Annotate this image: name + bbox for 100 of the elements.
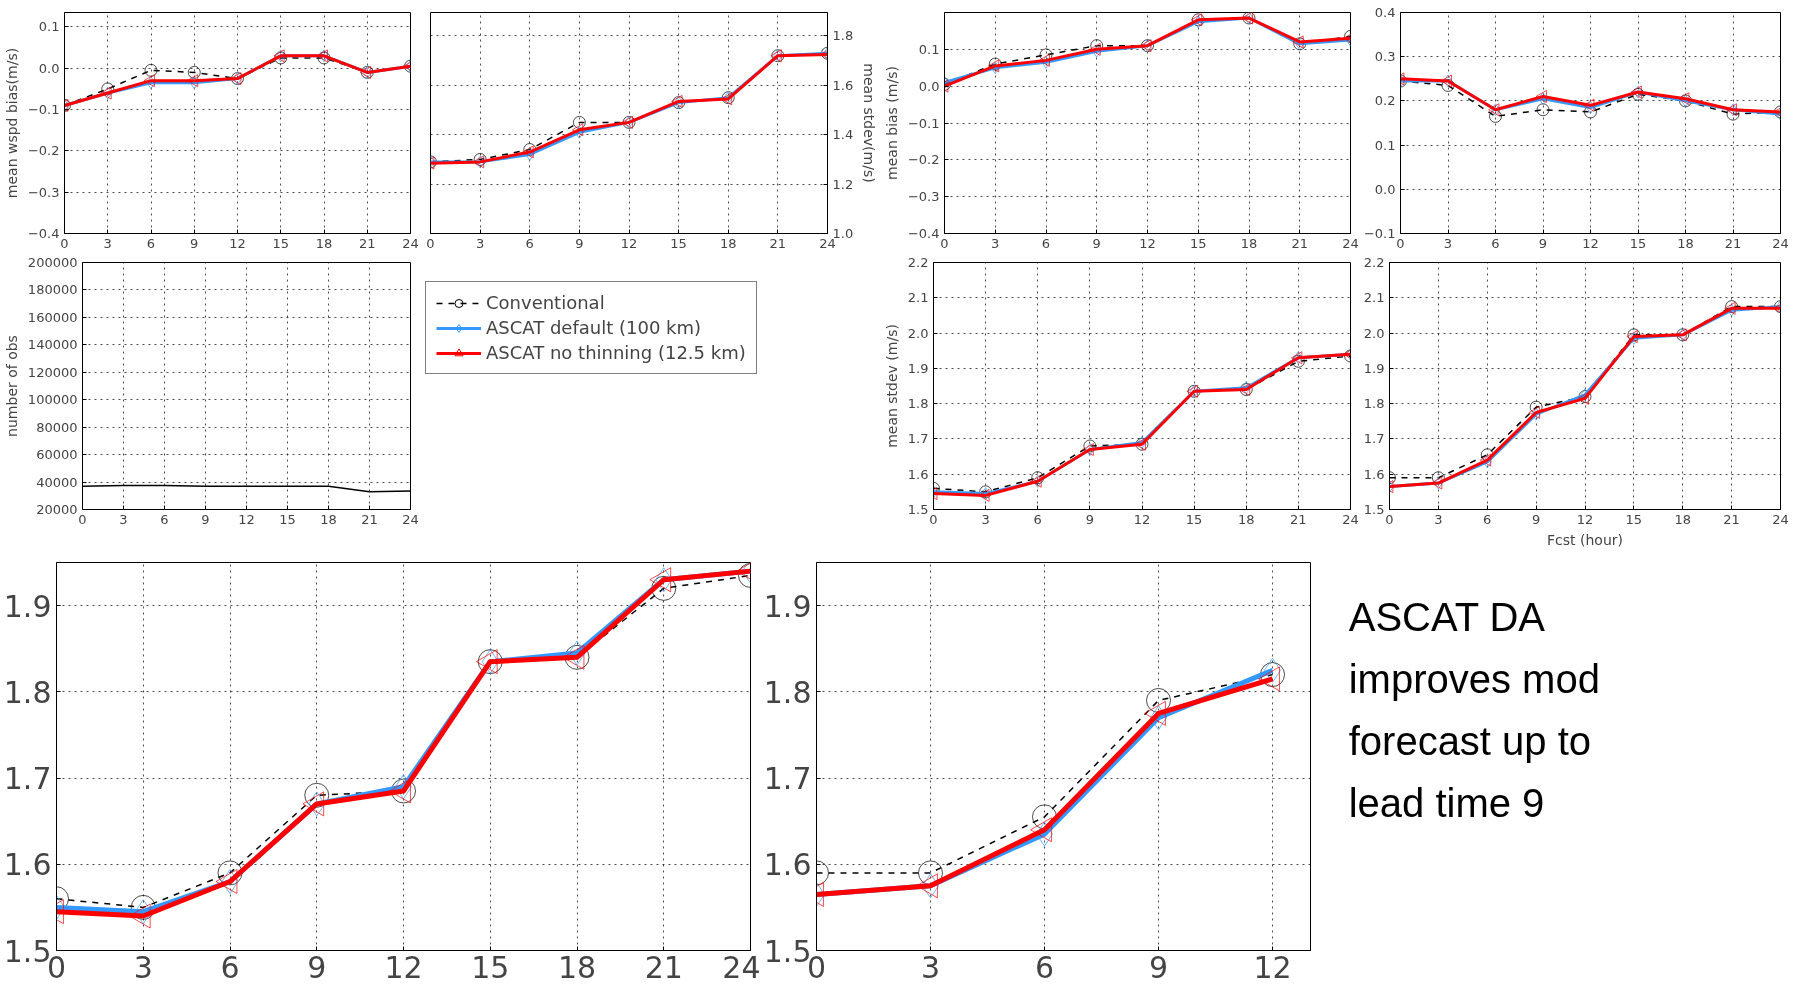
y-tick-label: −0.1 — [907, 115, 940, 131]
y-tick-label: 1.7 — [3, 761, 52, 797]
x-tick-label: 21 — [358, 235, 376, 251]
x-axis-title: Fcst (hour) — [1547, 531, 1623, 548]
y-tick-label: 1.7 — [1363, 431, 1385, 447]
x-tick-label: 21 — [769, 235, 787, 251]
y-tick-label: 1.5 — [1363, 502, 1385, 517]
text: lead time 9 — [1348, 781, 1545, 826]
y-tick-label: 120000 — [27, 364, 78, 380]
y-tick-label: 40000 — [36, 474, 78, 490]
x-tick-label: 24 — [402, 235, 419, 251]
y-axis-title: mean stdev (m/s) — [883, 324, 900, 448]
x-tick-label: 6 — [1034, 949, 1055, 985]
y-tick-label: 60000 — [36, 447, 78, 463]
x-tick-label: 6 — [1041, 235, 1051, 251]
x-tick-label: 24 — [1772, 235, 1789, 251]
x-tick-label: 18 — [1677, 235, 1694, 251]
x-tick-label: 12 — [1133, 511, 1151, 527]
x-tick-label: 3 — [1443, 235, 1453, 251]
y-tick-label: 160000 — [27, 309, 78, 325]
x-tick-label: 3 — [133, 949, 153, 985]
x-tick-label: 15 — [471, 949, 510, 985]
y-tick-label: 20000 — [36, 502, 78, 517]
y-tick-label: 1.8 — [1363, 396, 1385, 412]
y-axis-title: mean bias (m/s) — [883, 66, 900, 180]
y-tick-label: −0.4 — [27, 226, 60, 241]
y-tick-label: 1.8 — [763, 674, 812, 710]
x-tick-label: 3 — [981, 511, 990, 527]
y-tick-label: 1.6 — [1363, 466, 1385, 482]
x-tick-label: 9 — [1538, 235, 1548, 251]
y-tick-label: −0.3 — [907, 189, 940, 205]
legend-label: ASCAT no thinning (12.5 km) — [486, 342, 746, 363]
y-tick-label: 0.3 — [1374, 49, 1396, 65]
x-tick-label: 3 — [119, 511, 128, 527]
x-tick-label: 0 — [1385, 511, 1394, 527]
x-tick-label: 6 — [160, 511, 169, 527]
x-tick-label: 12 — [1576, 511, 1594, 527]
y-tick-label: −0.2 — [27, 143, 60, 159]
y-tick-label: 0.1 — [1374, 137, 1396, 153]
x-tick-label: 18 — [1240, 235, 1258, 251]
y2-tick-label: 1.6 — [832, 77, 854, 93]
x-tick-label: 15 — [1189, 235, 1207, 251]
x-tick-label: 9 — [1148, 949, 1169, 985]
x-tick-label: 15 — [1185, 511, 1203, 527]
y-tick-label: 1.9 — [1363, 360, 1385, 376]
y-tick-label: 0.4 — [1374, 5, 1396, 20]
x-tick-label: 12 — [1582, 235, 1599, 251]
y-tick-label: 1.7 — [763, 761, 812, 797]
x-tick-label: 3 — [991, 235, 1000, 251]
x-tick-label: 6 — [1491, 235, 1500, 251]
x-tick-label: 6 — [525, 235, 534, 251]
x-tick-label: 18 — [557, 949, 597, 985]
x-tick-label: 12 — [238, 511, 255, 527]
y-tick-label: 0.1 — [918, 41, 940, 57]
y-tick-label: 1.8 — [3, 674, 52, 710]
x-tick-label: 6 — [220, 949, 240, 985]
x-tick-label: 21 — [1723, 511, 1740, 527]
x-tick-label: 15 — [272, 235, 290, 251]
x-tick-label: 0 — [940, 235, 949, 251]
y2-tick-label: 1.4 — [832, 127, 854, 143]
x-tick-label: 0 — [929, 511, 938, 527]
x-tick-label: 15 — [670, 235, 687, 251]
x-tick-label: 15 — [1629, 235, 1647, 251]
y-tick-label: 2.1 — [907, 290, 929, 306]
y-tick-label: 0.0 — [1374, 181, 1396, 197]
y-tick-label: 1.7 — [907, 431, 929, 447]
y-tick-label: 1.9 — [3, 588, 52, 624]
x-tick-label: 21 — [361, 511, 378, 527]
y-tick-label: 0.0 — [38, 60, 60, 76]
y2-tick-label: 1.8 — [832, 28, 854, 44]
y-tick-label: −0.4 — [907, 226, 940, 241]
x-tick-label: 18 — [719, 235, 737, 251]
x-tick-label: 12 — [1253, 949, 1292, 985]
y-tick-label: 80000 — [36, 419, 78, 435]
y-tick-label: −0.3 — [27, 184, 60, 200]
x-tick-label: 24 — [1342, 235, 1359, 251]
y2-tick-label: 1.2 — [832, 176, 854, 192]
y-axis-title: mean wspd bias(m/s) — [3, 47, 20, 199]
y-tick-label: 2.1 — [1363, 290, 1385, 306]
x-tick-label: 21 — [1291, 235, 1309, 251]
x-tick-label: 15 — [279, 511, 296, 527]
y-tick-label: 140000 — [27, 337, 78, 353]
x-tick-label: 0 — [426, 235, 435, 251]
text: improves mod — [1348, 656, 1600, 701]
y-tick-label: −0.2 — [907, 152, 940, 168]
y-tick-label: 1.8 — [907, 396, 929, 412]
y-tick-label: 180000 — [27, 282, 78, 298]
y-tick-label: 0.0 — [918, 78, 940, 94]
x-tick-label: 9 — [1092, 235, 1101, 251]
x-tick-label: 3 — [475, 235, 485, 251]
x-tick-label: 18 — [320, 511, 337, 527]
x-tick-label: 18 — [315, 235, 333, 251]
x-tick-label: 18 — [1674, 511, 1692, 527]
x-tick-label: 0 — [78, 511, 87, 527]
legend-label: Conventional — [486, 292, 605, 313]
x-tick-label: 24 — [402, 511, 419, 527]
y-tick-label: 1.5 — [907, 502, 929, 517]
x-tick-label: 24 — [819, 235, 836, 251]
y-tick-label: 2.2 — [1363, 255, 1385, 270]
x-tick-label: 12 — [229, 235, 246, 251]
